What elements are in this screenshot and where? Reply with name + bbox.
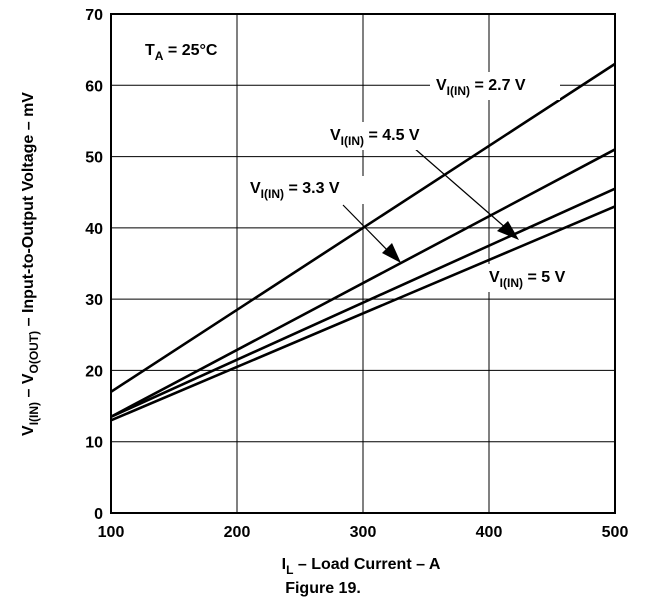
x-axis-title: IL – Load Current – A xyxy=(282,556,441,577)
temperature-annotation: TA = 25°C xyxy=(145,42,218,63)
y-tick-label: 70 xyxy=(85,7,103,24)
label-bg-5v xyxy=(484,264,598,292)
plot-frame xyxy=(110,13,616,514)
y-tick-label: 60 xyxy=(85,78,103,95)
x-tick-label: 100 xyxy=(98,524,125,541)
line-chart: 100 200 300 400 500 0 10 20 30 40 50 60 70 TA = 25°C… xyxy=(20,7,628,577)
label-bg-3-3v xyxy=(245,176,379,204)
series-label-2-7v: VI(IN) = 2.7 V xyxy=(436,77,526,98)
series-lines xyxy=(110,62,616,422)
series-line-4 xyxy=(110,205,616,422)
y-axis-title: VI(IN) – VO(OUT) – Input-to-Output Volta… xyxy=(20,92,41,436)
arrow-4-5v-head xyxy=(497,221,519,240)
y-tick-label: 10 xyxy=(85,435,103,452)
series-line-3 xyxy=(110,187,616,418)
label-bg-2-7v xyxy=(430,72,560,100)
series-line-2 xyxy=(110,148,616,418)
label-bg-4-5v xyxy=(325,122,453,150)
x-tick-label: 200 xyxy=(224,524,251,541)
tick-labels: 100 200 300 400 500 0 10 20 30 40 50 60 70 xyxy=(85,7,628,541)
figure-caption: Figure 19. xyxy=(285,580,361,597)
series-label-4-5v: VI(IN) = 4.5 V xyxy=(330,127,420,148)
arrow-3-3v-head xyxy=(382,243,401,263)
series-label-3-3v: VI(IN) = 3.3 V xyxy=(250,180,340,201)
annotation-arrows xyxy=(342,147,508,257)
y-tick-label: 30 xyxy=(85,292,103,309)
y-tick-label: 40 xyxy=(85,221,103,238)
x-tick-label: 500 xyxy=(602,524,629,541)
series-label-5v: VI(IN) = 5 V xyxy=(489,269,566,290)
arrow-4-5v-line xyxy=(413,147,508,230)
arrow-3-3v-line xyxy=(342,204,394,257)
x-tick-label: 400 xyxy=(476,524,503,541)
y-tick-label: 0 xyxy=(94,506,103,523)
y-tick-label: 20 xyxy=(85,363,103,380)
y-tick-label: 50 xyxy=(85,150,103,167)
x-tick-label: 300 xyxy=(350,524,377,541)
series-line-1 xyxy=(110,62,616,393)
